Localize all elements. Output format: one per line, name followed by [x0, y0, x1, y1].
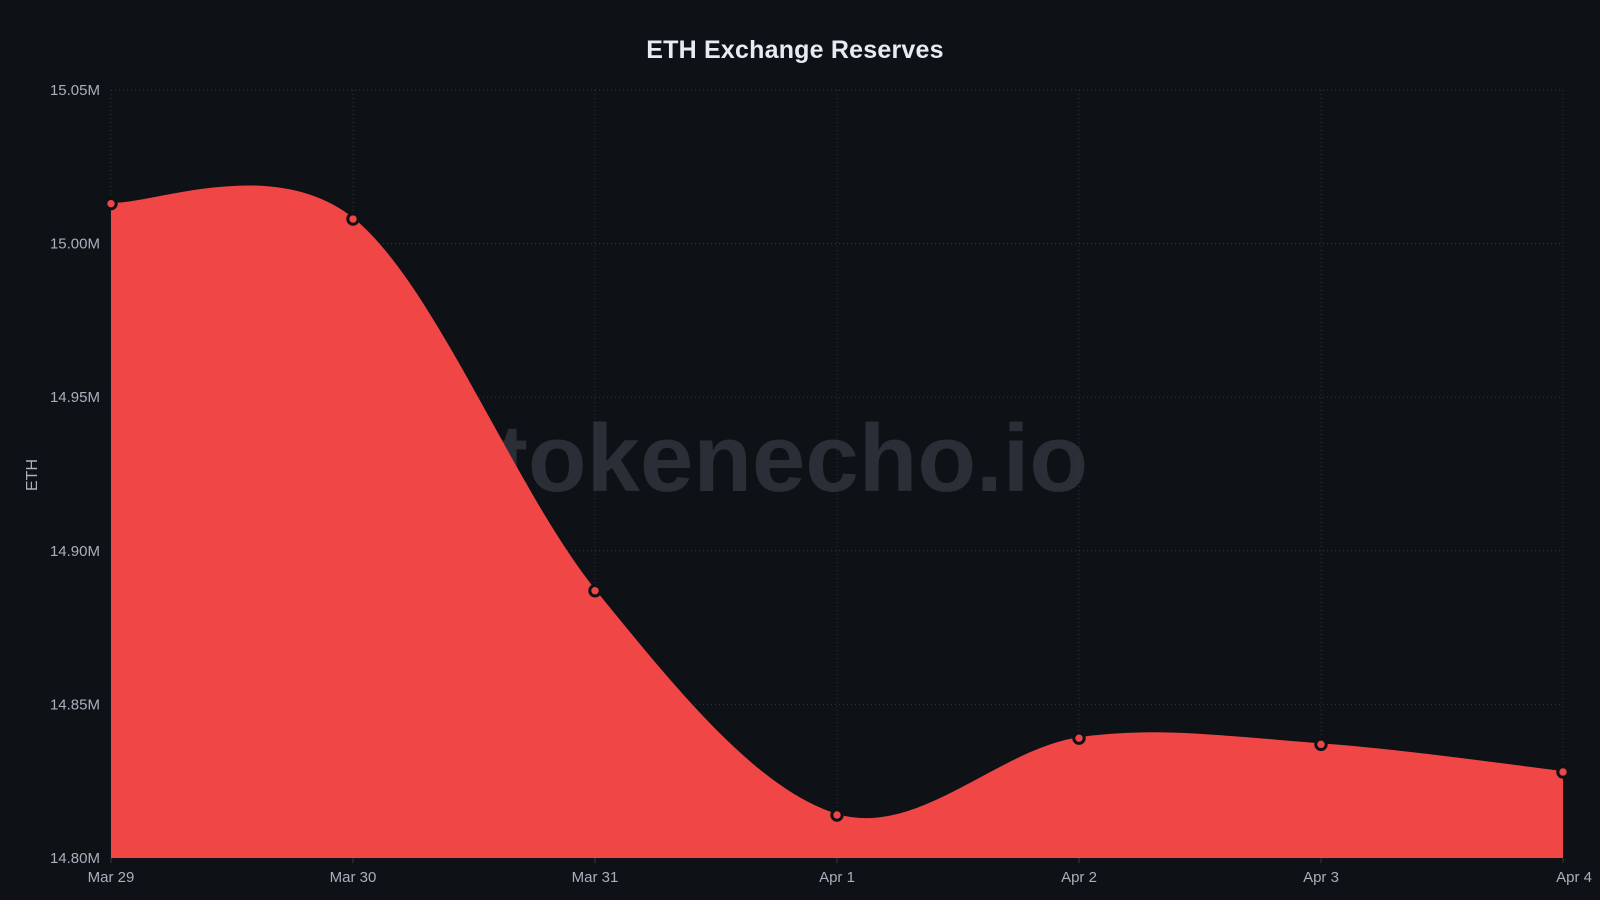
x-tick-label: Mar 31	[572, 869, 619, 886]
data-point-marker[interactable]	[588, 584, 602, 598]
y-tick-label: 14.90M	[50, 543, 100, 560]
reserves-area-fill	[111, 186, 1563, 859]
x-tick-label: Apr 1	[819, 869, 855, 886]
y-tick-label: 15.00M	[50, 236, 100, 253]
data-point-marker[interactable]	[1556, 765, 1570, 779]
y-tick-label: 14.80M	[50, 850, 100, 867]
data-point-marker[interactable]	[830, 808, 844, 822]
data-point-marker[interactable]	[104, 196, 118, 211]
y-tick-label: 15.05M	[50, 82, 100, 99]
chart-title: ETH Exchange Reserves	[646, 36, 944, 64]
x-tick-label: Apr 3	[1303, 869, 1339, 886]
x-tick-label: Apr 2	[1061, 869, 1097, 886]
x-tick-label: Apr 4	[1556, 869, 1592, 886]
data-point-marker[interactable]	[1314, 737, 1328, 752]
x-tick-label: Mar 30	[330, 869, 377, 886]
y-tick-label: 14.95M	[50, 389, 100, 406]
data-point-marker[interactable]	[1072, 731, 1086, 745]
x-tick-label: Mar 29	[88, 869, 135, 886]
data-point-marker[interactable]	[346, 212, 360, 226]
y-tick-label: 14.85M	[50, 696, 100, 713]
